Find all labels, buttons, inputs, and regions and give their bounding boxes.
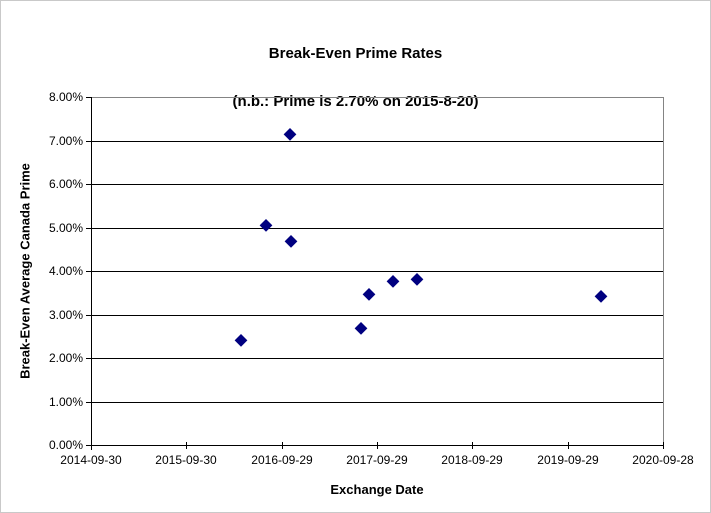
chart-title-block: Break-Even Prime Rates (n.b.: Prime is 2… (1, 14, 710, 142)
y-gridline (91, 315, 663, 316)
x-tick-mark (282, 442, 283, 449)
data-point-marker (362, 288, 375, 301)
data-point-marker (411, 272, 424, 285)
y-tick-label: 4.00% (48, 264, 83, 278)
y-tick-label: 1.00% (48, 395, 83, 409)
x-tick-mark (91, 442, 92, 449)
x-tick-mark (663, 442, 664, 449)
x-tick-mark (186, 442, 187, 449)
y-gridline (91, 358, 663, 359)
y-axis-line (91, 97, 92, 450)
y-tick-mark (86, 315, 91, 316)
x-tick-label: 2014-09-30 (60, 453, 122, 467)
plot-border-right (663, 97, 664, 445)
y-gridline (91, 141, 663, 142)
y-tick-mark (86, 271, 91, 272)
x-tick-mark (472, 442, 473, 449)
y-tick-label: 7.00% (48, 134, 83, 148)
y-tick-mark (86, 184, 91, 185)
chart-title: Break-Even Prime Rates (268, 45, 443, 62)
data-point-marker (234, 334, 247, 347)
y-tick-label: 6.00% (48, 177, 83, 191)
y-tick-mark (86, 445, 91, 446)
y-tick-mark (86, 97, 91, 98)
data-point-marker (355, 321, 368, 334)
x-axis-title: Exchange Date (330, 482, 424, 497)
y-tick-mark (86, 228, 91, 229)
x-tick-label: 2016-09-29 (251, 453, 313, 467)
data-point-marker (260, 218, 273, 231)
y-tick-label: 8.00% (48, 90, 83, 104)
x-tick-label: 2015-09-30 (155, 453, 217, 467)
y-gridline (91, 271, 663, 272)
y-gridline (91, 184, 663, 185)
plot-border-top (91, 97, 664, 98)
data-point-marker (595, 289, 608, 302)
y-tick-mark (86, 141, 91, 142)
y-tick-label: 0.00% (48, 438, 83, 452)
y-tick-label: 5.00% (48, 221, 83, 235)
y-tick-mark (86, 402, 91, 403)
data-point-marker (284, 234, 297, 247)
y-gridline (91, 402, 663, 403)
x-tick-label: 2019-09-29 (537, 453, 599, 467)
x-tick-label: 2017-09-29 (346, 453, 408, 467)
x-tick-label: 2020-09-28 (632, 453, 694, 467)
y-tick-mark (86, 358, 91, 359)
x-tick-mark (377, 442, 378, 449)
x-tick-mark (568, 442, 569, 449)
y-tick-label: 2.00% (48, 351, 83, 365)
data-point-marker (386, 274, 399, 287)
y-gridline (91, 228, 663, 229)
y-tick-label: 3.00% (48, 308, 83, 322)
x-tick-label: 2018-09-29 (441, 453, 503, 467)
